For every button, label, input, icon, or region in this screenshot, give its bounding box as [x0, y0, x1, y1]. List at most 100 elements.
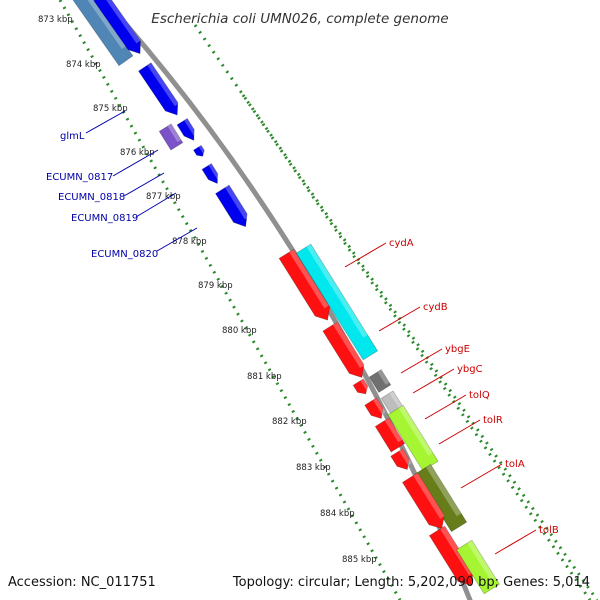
kbp-tick-label: 884 kbp [320, 509, 355, 519]
gene-block-blue-2-highlight [147, 62, 179, 107]
gene-label-right[interactable]: tolB [539, 525, 559, 536]
gene-block-ecumn-0817-shape[interactable] [176, 117, 199, 143]
gene-block-ecumn-0820-shape[interactable] [215, 184, 253, 231]
gene-block-cydA-highlight [306, 244, 368, 338]
gene-pointer-right [460, 463, 503, 489]
gene-block-tolA-highlight [399, 448, 412, 466]
gene-block-blue-1[interactable] [93, 0, 146, 58]
gene-block-ecumn-0820-highlight [225, 185, 249, 220]
gene-block-lime-highlight [398, 405, 433, 456]
kbp-tick-label: 874 kbp [66, 60, 101, 70]
gene-label-left[interactable]: ECUMN_0818 [58, 192, 125, 203]
gene-pointer-right [424, 394, 467, 420]
gene-pointer-left [156, 227, 198, 252]
gene-block-glmL-highlight [167, 123, 182, 143]
kbp-tick-label: 881 kbp [247, 372, 282, 382]
gene-block-lime-bottom-highlight [467, 540, 496, 581]
gene-block-ecumn-0817-highlight [184, 118, 198, 137]
gene-block-steelblue-highlight [82, 0, 127, 49]
gene-block-lime-bottom-shape[interactable] [456, 539, 500, 595]
gene-block-ecumn-0819[interactable] [201, 163, 222, 187]
genome-stats-label: Topology: circular; Length: 5,202,090 bp… [232, 575, 590, 590]
gene-label-left[interactable]: glmL [60, 131, 85, 142]
kbp-tick-label: 875 kbp [93, 104, 128, 114]
gene-pointer-right [438, 419, 481, 445]
gene-block-grey-small-highlight [389, 390, 404, 410]
gene-block-olive[interactable] [414, 463, 468, 533]
kbp-tick-label: 885 kbp [342, 555, 377, 565]
gene-block-ecumn-0819-highlight [208, 163, 221, 180]
gene-block-tolB[interactable] [401, 472, 449, 533]
gene-block-ecumn-0819-shape[interactable] [201, 163, 222, 187]
gene-block-tolA-shape[interactable] [390, 448, 413, 473]
gene-label-right[interactable]: tolQ [469, 390, 490, 401]
gene-block-cydA-shape[interactable] [295, 243, 379, 361]
gene-block-ecumn-0818-highlight [198, 145, 206, 155]
gene-pointer-left [112, 149, 159, 177]
kbp-tick-label: 873 kbp [38, 15, 73, 25]
kbp-tick-label: 883 kbp [296, 463, 331, 473]
gene-label-right[interactable]: tolR [483, 415, 503, 426]
gene-block-ybgC-highlight [377, 369, 390, 385]
gene-block-tolQ-shape[interactable] [364, 397, 387, 422]
gene-block-ecumn-0818-shape[interactable] [192, 144, 207, 158]
gene-block-glmL[interactable] [158, 123, 184, 151]
gene-block-ybgE[interactable] [352, 378, 371, 397]
gene-pointer-right [378, 306, 421, 332]
gene-block-tolQ[interactable] [364, 397, 387, 422]
gene-pointer-right [400, 348, 443, 374]
gene-block-cydA-red-shape[interactable] [278, 248, 335, 324]
gene-label-right[interactable]: cydA [389, 238, 414, 249]
gene-block-tolQ-highlight [373, 397, 386, 415]
gene-block-ecumn-0820[interactable] [215, 184, 253, 231]
gene-block-ybgC[interactable] [368, 369, 392, 393]
gene-block-ybgC-shape[interactable] [368, 369, 392, 393]
gene-pointer-left [85, 110, 126, 134]
gene-pointer-right [412, 368, 455, 394]
map-title: Escherichia coli UMN026, complete genome [151, 11, 448, 27]
gene-block-cydA-red[interactable] [278, 248, 335, 324]
gene-block-blue-2-shape[interactable] [138, 62, 184, 119]
gene-pointer-left [123, 172, 165, 197]
gene-block-blue-1-highlight [102, 0, 141, 44]
gene-block-lime-bottom[interactable] [456, 539, 500, 595]
gene-block-ecumn-0817[interactable] [176, 117, 199, 143]
gene-block-cydB[interactable] [322, 321, 369, 382]
gene-label-right[interactable]: cydB [423, 302, 448, 313]
inner-tick-track [58, 0, 402, 600]
gene-label-left[interactable]: ECUMN_0817 [46, 172, 113, 183]
gene-label-left[interactable]: ECUMN_0820 [91, 249, 158, 260]
gene-pointer-left [135, 192, 177, 218]
gene-block-tolR[interactable] [374, 417, 406, 453]
gene-block-cydB-highlight [332, 322, 365, 369]
gene-block-ecumn-0818[interactable] [192, 144, 207, 158]
gene-block-blue-2[interactable] [138, 62, 184, 119]
gene-block-tolR-highlight [384, 418, 403, 443]
gene-pointer-right [494, 529, 537, 555]
gene-block-tolR-shape[interactable] [374, 417, 406, 453]
gene-label-right[interactable]: tolA [505, 459, 525, 470]
outer-tick-track-1 [193, 24, 592, 600]
kbp-tick-label: 882 kbp [272, 417, 307, 427]
gene-label-right[interactable]: ybgE [445, 344, 470, 355]
gene-label-right[interactable]: ybgC [457, 364, 483, 375]
gene-pointer-right [344, 242, 387, 268]
gene-block-glmL-shape[interactable] [158, 123, 184, 151]
gene-block-tolB-shape[interactable] [401, 472, 449, 533]
gene-block-olive-highlight [426, 464, 462, 517]
gene-label-left[interactable]: ECUMN_0819 [71, 213, 138, 224]
gene-block-tolB-highlight [413, 472, 445, 519]
gene-block-cydA[interactable] [295, 243, 379, 361]
kbp-tick-label: 878 kbp [172, 237, 207, 247]
kbp-tick-label: 880 kbp [222, 326, 257, 336]
gene-block-cydB-shape[interactable] [322, 321, 369, 382]
gene-block-tolA[interactable] [390, 448, 413, 473]
outer-tick-track-2 [241, 94, 599, 600]
gene-block-ybgE-shape[interactable] [352, 378, 371, 397]
kbp-tick-label: 879 kbp [198, 281, 233, 291]
kbp-tick-label: 877 kbp [146, 192, 181, 202]
gene-block-blue-1-shape[interactable] [93, 0, 146, 58]
gene-block-olive-shape[interactable] [414, 463, 468, 533]
gene-block-ybgE-highlight [360, 378, 370, 391]
